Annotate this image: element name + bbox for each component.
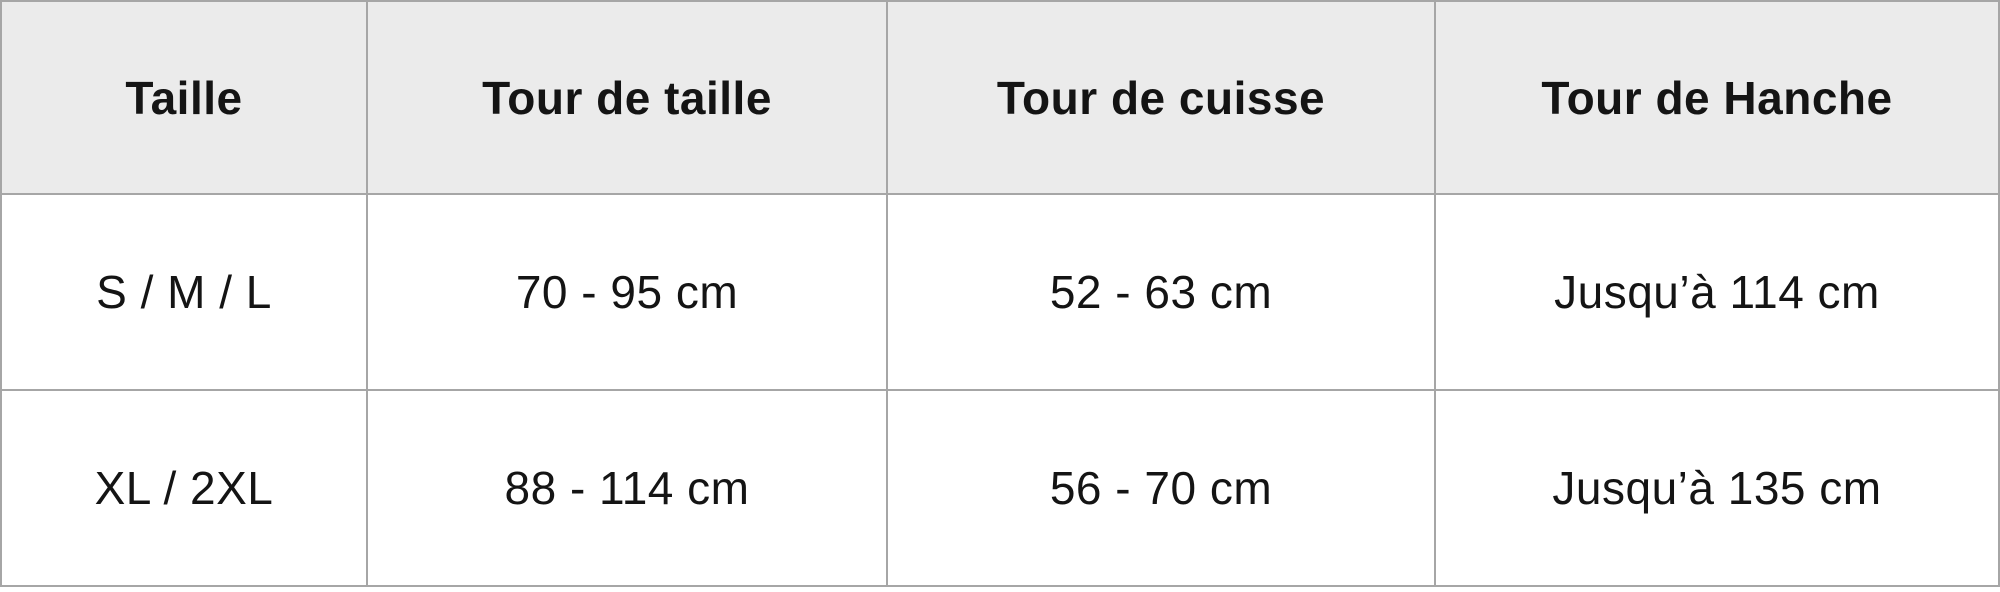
header-cell-tour-de-taille: Tour de taille (366, 0, 888, 195)
cell-waist: 88 - 114 cm (366, 389, 888, 587)
header-row: Taille Tour de taille Tour de cuisse Tou… (0, 0, 2000, 195)
cell-thigh: 56 - 70 cm (886, 389, 1436, 587)
cell-size: XL / 2XL (0, 389, 368, 587)
table-row-xl2xl: XL / 2XL 88 - 114 cm 56 - 70 cm Jusqu’à … (0, 389, 2000, 587)
cell-waist: 70 - 95 cm (366, 193, 888, 391)
cell-hip: Jusqu’à 114 cm (1434, 193, 2000, 391)
header-cell-taille: Taille (0, 0, 368, 195)
table-row-sml: S / M / L 70 - 95 cm 52 - 63 cm Jusqu’à … (0, 193, 2000, 391)
header-cell-tour-de-cuisse: Tour de cuisse (886, 0, 1436, 195)
cell-thigh: 52 - 63 cm (886, 193, 1436, 391)
cell-size: S / M / L (0, 193, 368, 391)
header-cell-tour-de-hanche: Tour de Hanche (1434, 0, 2000, 195)
cell-hip: Jusqu’à 135 cm (1434, 389, 2000, 587)
